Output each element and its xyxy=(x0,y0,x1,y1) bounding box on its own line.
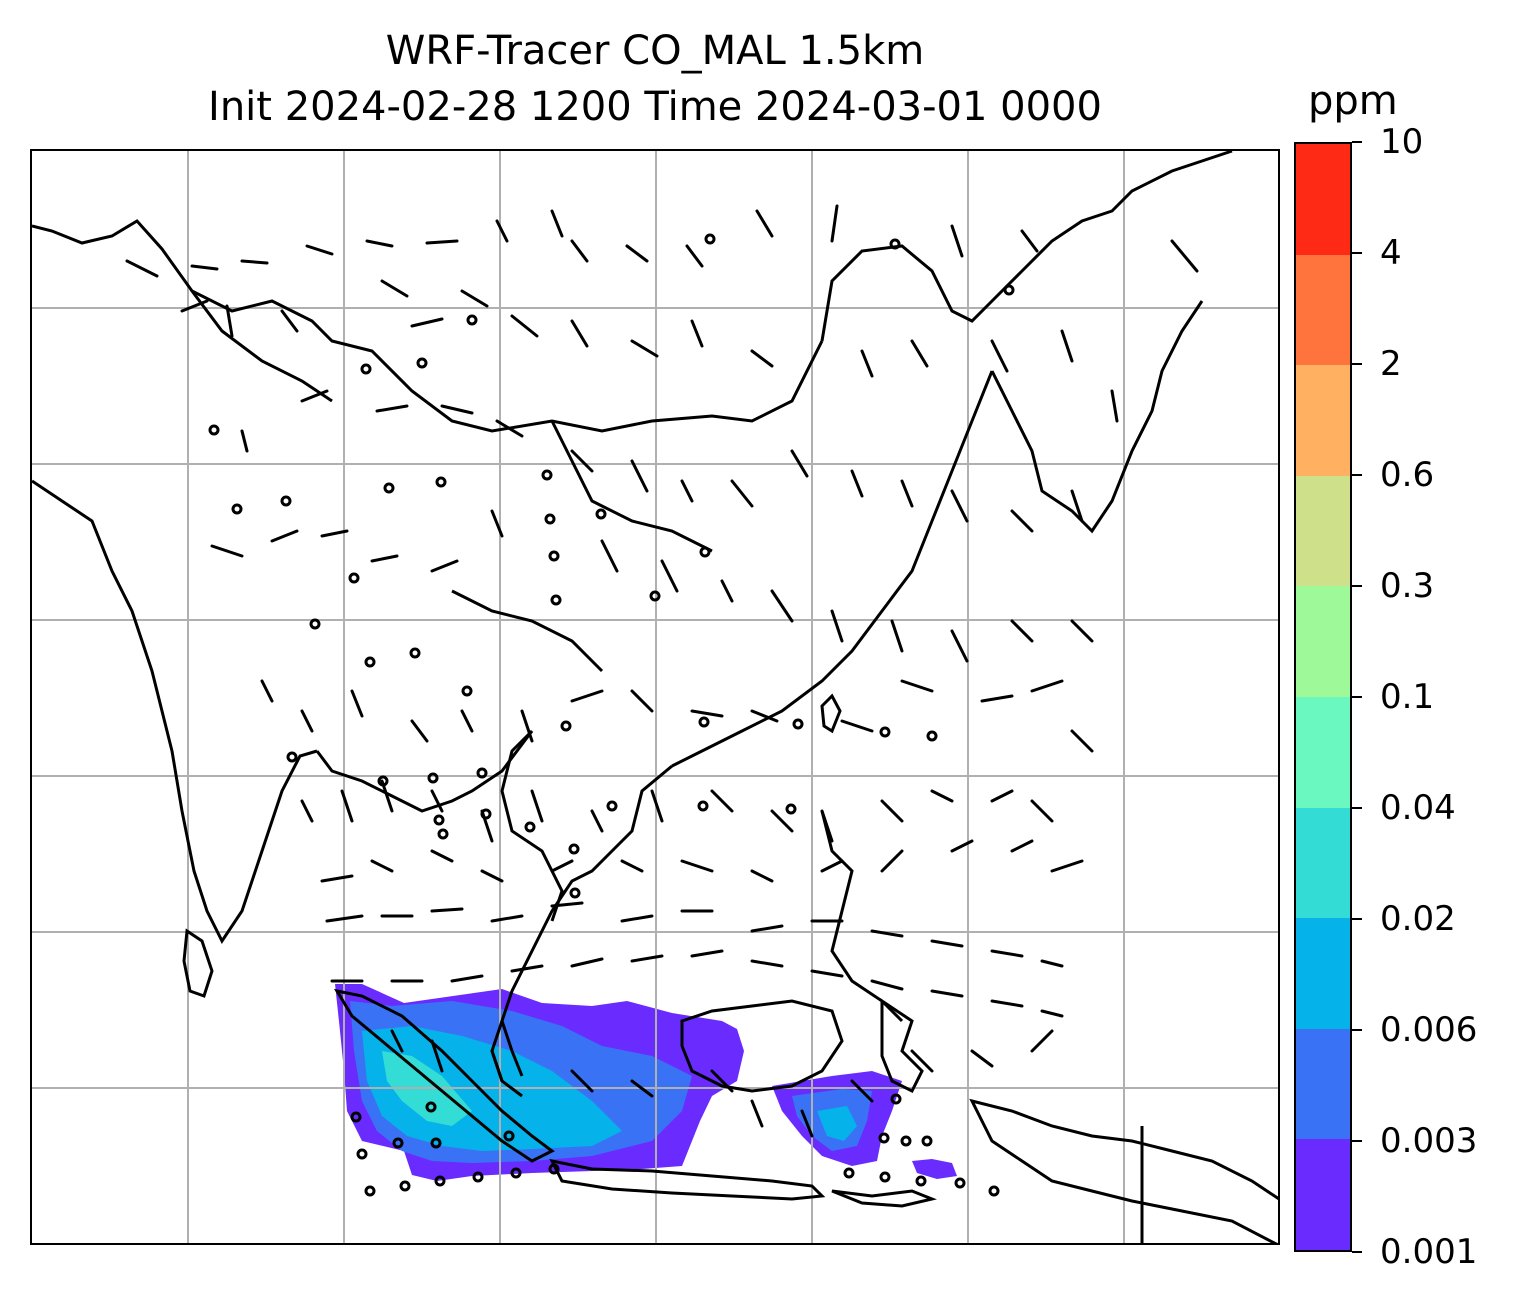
colorbar-tick-label: 0.04 xyxy=(1380,788,1456,828)
colorbar-tick xyxy=(1352,918,1362,920)
new-guinea xyxy=(969,1098,1278,1243)
colorbar-tick-label: 4 xyxy=(1380,233,1402,273)
colorbar-tick-label: 2 xyxy=(1380,344,1402,384)
map-canvas xyxy=(32,151,1278,1243)
india-coast xyxy=(32,479,318,944)
china-east-coast xyxy=(671,370,994,768)
china-north-border xyxy=(820,151,1233,342)
thailand-gulf xyxy=(500,729,564,922)
myanmar-coast xyxy=(315,730,534,813)
colorbar-tick xyxy=(1352,1140,1362,1142)
inner-border-2 xyxy=(550,420,713,553)
tracer-region-far-east xyxy=(912,1159,957,1179)
colorbar-tick xyxy=(1352,363,1362,365)
colorbar-segment xyxy=(1296,586,1350,698)
plot-subtitle: Init 2024-02-28 1200 Time 2024-03-01 000… xyxy=(208,84,1102,130)
sri-lanka xyxy=(182,928,214,998)
coastlines xyxy=(32,151,1278,1243)
himalaya-border xyxy=(32,219,824,433)
colorbar-tick xyxy=(1352,696,1362,698)
tracer-field xyxy=(335,984,957,1181)
graticule xyxy=(32,151,1278,1243)
inner-border-1 xyxy=(190,290,333,403)
philippines xyxy=(820,810,904,1023)
colorbar-tick xyxy=(1352,1251,1362,1253)
calm-markers xyxy=(208,233,1015,1197)
colorbar-tick-label: 0.02 xyxy=(1380,899,1456,939)
colorbar-tick-label: 0.006 xyxy=(1380,1010,1478,1050)
colorbar-tick-label: 0.3 xyxy=(1380,566,1435,606)
colorbar-tick xyxy=(1352,252,1362,254)
colorbar-tick-label: 0.001 xyxy=(1380,1232,1478,1272)
colorbar-segment xyxy=(1296,365,1350,476)
colorbar-segment xyxy=(1296,144,1350,255)
colorbar-tick xyxy=(1352,1029,1362,1031)
sulawesi xyxy=(880,998,924,1094)
colorbar-segment xyxy=(1296,254,1350,366)
colorbar-tick xyxy=(1352,585,1362,587)
colorbar-segment xyxy=(1296,807,1350,919)
colorbar-tick xyxy=(1352,807,1362,809)
colorbar-segment xyxy=(1296,1028,1350,1140)
colorbar-tick-label: 10 xyxy=(1380,122,1424,162)
inner-border-3 xyxy=(451,589,604,673)
colorbar-tick-label: 0.1 xyxy=(1380,677,1435,717)
wind-barbs xyxy=(125,204,1199,1138)
java xyxy=(549,1158,826,1201)
colorbar-tick-label: 0.003 xyxy=(1380,1121,1478,1161)
colorbar-segment xyxy=(1296,697,1350,808)
colorbar-unit: ppm xyxy=(1308,78,1398,124)
colorbar-tick-label: 0.6 xyxy=(1380,455,1435,495)
colorbar xyxy=(1294,142,1352,1252)
sumatra xyxy=(333,988,555,1163)
lesser-sunda xyxy=(831,1189,937,1208)
malay-peninsula xyxy=(500,1020,524,1077)
borneo xyxy=(680,999,844,1093)
korea-japan xyxy=(990,300,1204,534)
taiwan xyxy=(820,693,842,734)
tracer-region-east-core xyxy=(817,1106,857,1141)
colorbar-tick xyxy=(1352,474,1362,476)
colorbar-segment xyxy=(1296,475,1350,587)
colorbar-segment xyxy=(1296,1139,1350,1250)
plot-title: WRF-Tracer CO_MAL 1.5km xyxy=(385,28,925,74)
map-panel xyxy=(30,149,1280,1245)
colorbar-tick xyxy=(1352,141,1362,143)
colorbar-segment xyxy=(1296,918,1350,1029)
